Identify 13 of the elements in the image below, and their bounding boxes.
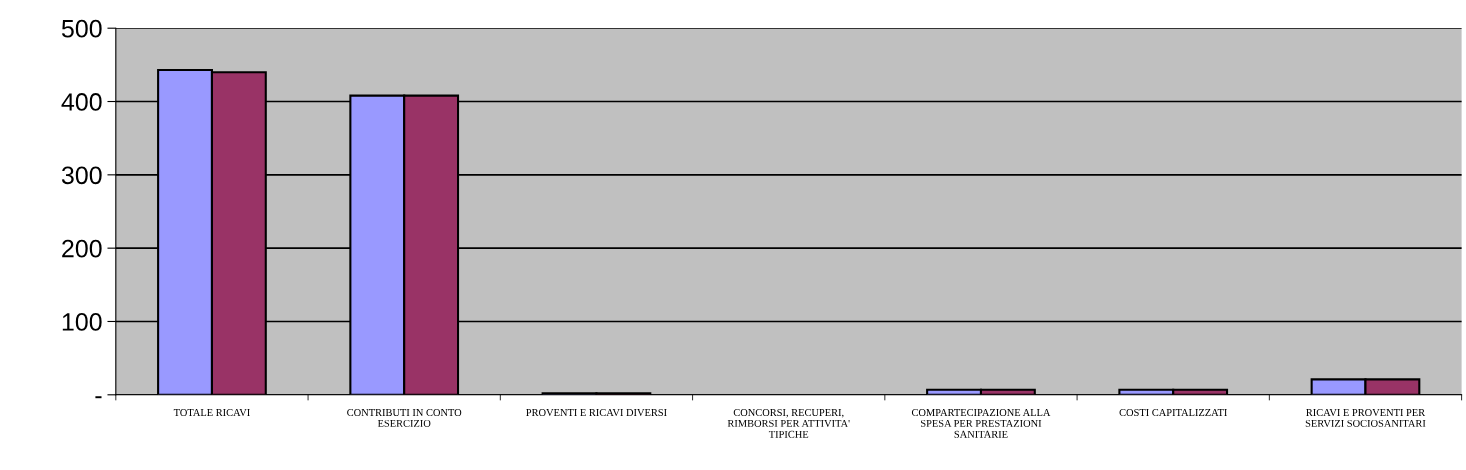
x-tick-label: COMPARTECIPAZIONE ALLA SPESA PER PRESTAZIONI SANITARIE bbox=[911, 409, 1051, 438]
x-tick-label: COSTI CAPITALIZZATI bbox=[1119, 409, 1227, 417]
y-tick-label: - bbox=[95, 396, 102, 399]
x-tick-label: CONTRIBUTI IN CONTO ESERCIZIO bbox=[347, 409, 462, 427]
x-tick-label: CONCORSI, RECUPERI, RIMBORSI PER ATTIVITA' TIPICHE bbox=[727, 409, 850, 438]
x-tick-label: PROVENTI E RICAVI DIVERSI bbox=[526, 409, 667, 417]
y-tick-label: 200 bbox=[62, 239, 102, 258]
y-tick-label: 100 bbox=[62, 313, 102, 331]
x-tick-label: RICAVI E PROVENTI PER SERVIZI SOCIOSANITARI bbox=[1305, 409, 1426, 427]
x-tick-label: TOTALE RICAVI bbox=[173, 409, 250, 417]
y-tick-label: 300 bbox=[61, 166, 102, 185]
y-tick-label: 400 bbox=[61, 93, 102, 111]
y-tick-label: 500 bbox=[61, 19, 102, 38]
